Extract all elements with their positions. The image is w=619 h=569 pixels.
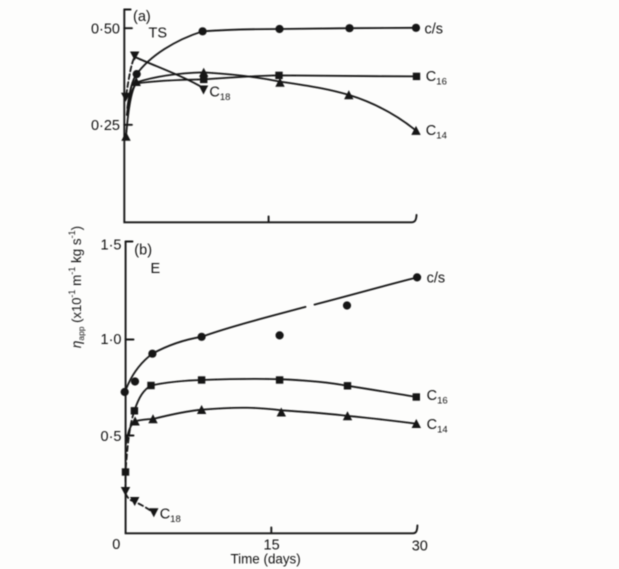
svg-text:0·5: 0·5: [101, 429, 122, 445]
svg-text:(b): (b): [134, 243, 152, 259]
svg-text:0: 0: [112, 537, 120, 553]
svg-text:15: 15: [264, 538, 280, 554]
svg-text:C16: C16: [427, 388, 448, 407]
svg-text:1·5: 1·5: [101, 238, 122, 254]
svg-text:c/s: c/s: [427, 271, 446, 287]
svg-text:Time (days): Time (days): [231, 552, 301, 567]
svg-text:30: 30: [412, 539, 428, 555]
svg-text:1·0: 1·0: [101, 332, 122, 348]
svg-text:C14: C14: [427, 417, 448, 436]
svg-text:E: E: [151, 261, 161, 277]
svg-text:(a): (a): [133, 9, 151, 25]
svg-text:C18: C18: [160, 507, 181, 526]
svg-text:ηapp (x10-1 m-1 kg s-1): ηapp (x10-1 m-1 kg s-1): [67, 226, 86, 348]
svg-text:0·50: 0·50: [91, 22, 120, 38]
svg-text:c/s: c/s: [425, 22, 444, 38]
svg-text:0·25: 0·25: [91, 118, 120, 134]
svg-text:TS: TS: [149, 26, 168, 42]
svg-text:C16: C16: [426, 69, 447, 88]
svg-text:C14: C14: [426, 123, 447, 142]
svg-text:C18: C18: [209, 85, 230, 104]
